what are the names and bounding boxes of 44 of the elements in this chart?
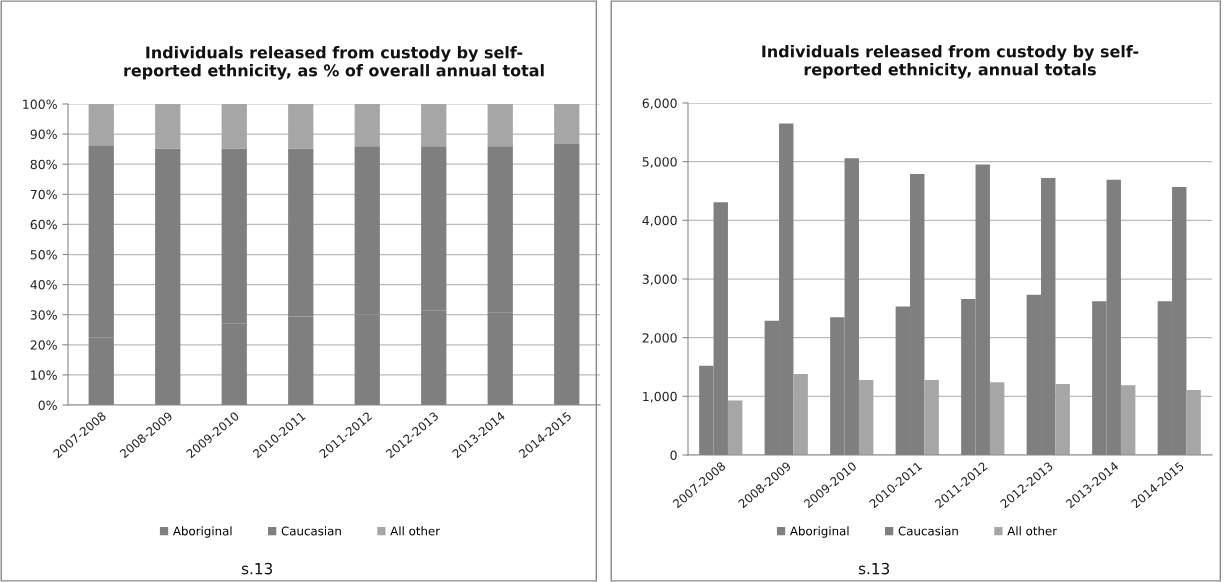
- y-tick-label: 60%: [30, 219, 57, 230]
- bar: [793, 374, 808, 455]
- bar: [421, 104, 447, 147]
- y-tick-label: 30%: [30, 310, 57, 320]
- legend-label: Aboriginal: [790, 526, 849, 538]
- legend-label: Caucasian: [898, 526, 958, 536]
- bar: [487, 104, 513, 147]
- legend-label: All other: [390, 526, 441, 536]
- legend-label: Caucasian: [281, 526, 341, 536]
- legend-label: Aboriginal: [173, 526, 232, 538]
- bar: [1055, 384, 1070, 455]
- bar: [727, 400, 743, 455]
- y-tick-label: 0%: [38, 400, 57, 410]
- y-tick-label: 5,000: [642, 157, 677, 168]
- y-tick-label: 20%: [30, 340, 57, 350]
- y-tick-label: 2,000: [642, 333, 677, 344]
- bar: [155, 104, 181, 149]
- bar: [1186, 389, 1201, 455]
- y-tick-label: 0: [670, 450, 677, 460]
- chart-title: Individuals released from custody by self- reported ethnicity, annual totals: [762, 45, 1139, 79]
- y-tick-label: 6,000: [642, 98, 677, 110]
- y-tick-label: 4,000: [642, 215, 677, 227]
- y-tick-label: 80%: [30, 159, 57, 170]
- y-tick-label: 3,000: [642, 274, 677, 286]
- bar: [989, 382, 1005, 455]
- y-tick-label: 1,000: [643, 391, 677, 403]
- y-tick-label: 40%: [30, 280, 57, 290]
- legend-label: All other: [1007, 526, 1058, 536]
- y-tick-label: 70%: [30, 189, 57, 200]
- bar: [221, 104, 247, 149]
- chart-title: Individuals released from custody by self- reported ethnicity, as % of overall annual total: [124, 46, 544, 80]
- bar: [554, 104, 580, 145]
- bar: [924, 379, 939, 455]
- bar: [354, 104, 380, 147]
- bar: [88, 104, 114, 146]
- y-tick-label: 90%: [30, 129, 57, 140]
- text: s.13: [858, 562, 890, 575]
- bar: [288, 104, 314, 149]
- y-tick-label: 10%: [31, 370, 57, 380]
- bar: [1120, 385, 1136, 455]
- y-tick-label: 100%: [23, 99, 57, 109]
- text: s.13: [241, 562, 273, 575]
- bar: [858, 379, 874, 455]
- y-tick-label: 50%: [30, 249, 57, 260]
